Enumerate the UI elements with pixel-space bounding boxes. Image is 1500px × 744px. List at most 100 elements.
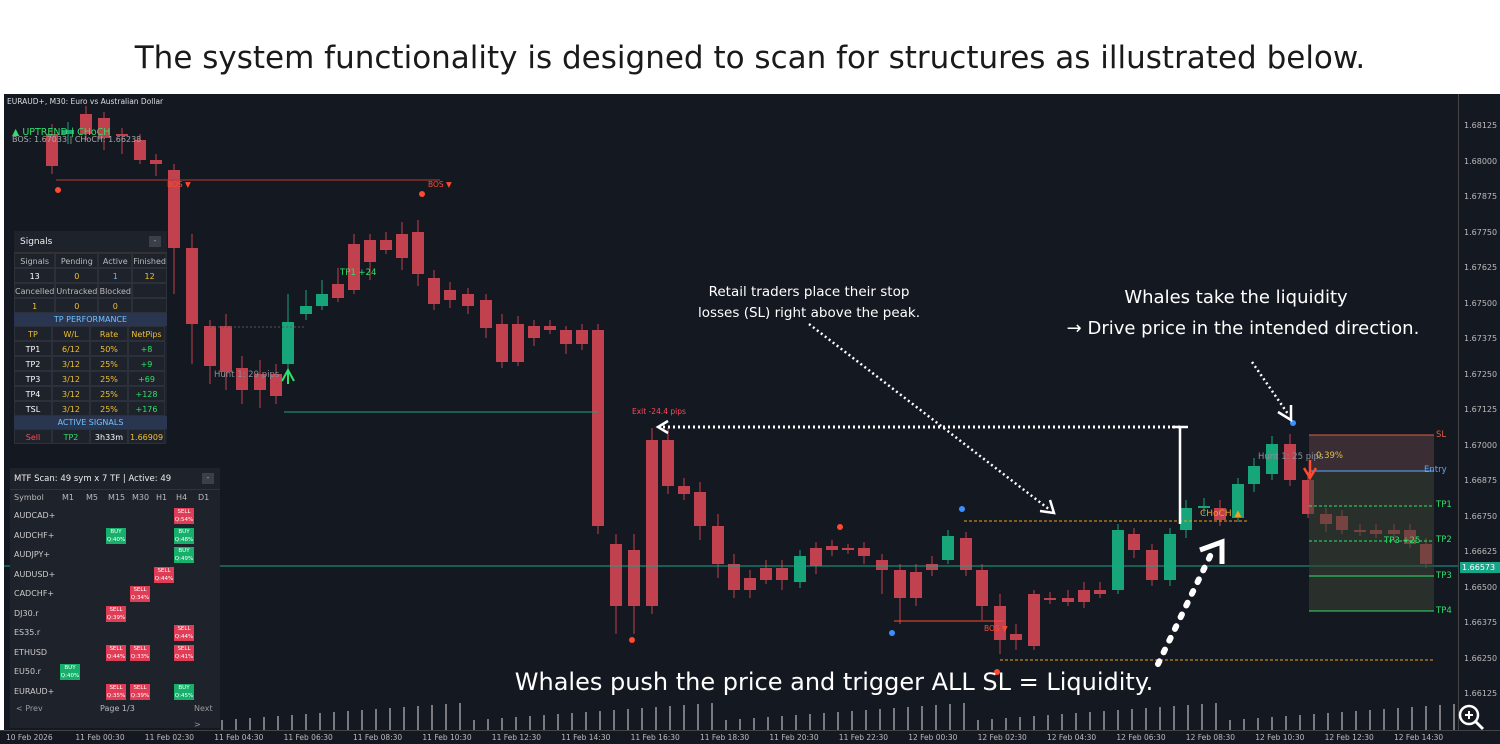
y-tick-label: 1.67000 <box>1464 440 1498 450</box>
signals-minimize-button[interactable]: - <box>149 236 161 247</box>
bos-label-3: BOS ▼ <box>984 624 1008 633</box>
mtf-row[interactable]: EURAUD+ SELL Q:35% SELL Q:39% BUY Q:45% <box>10 682 220 702</box>
x-tick-label: 12 Feb 10:30 <box>1255 733 1305 742</box>
tp-performance-grid: TP W/L Rate NetPips TP1 6/12 50% +8 TP2 3/12 25% +9… <box>14 326 167 416</box>
signal-badge[interactable]: BUY Q:40% <box>60 664 80 680</box>
x-tick-label: 11 Feb 12:30 <box>491 733 542 742</box>
mtf-header-cell: M1 <box>62 493 74 502</box>
candle-body <box>794 556 806 582</box>
mtf-row[interactable]: AUDCAD+ SELL Q:54% <box>10 506 220 526</box>
mtf-header-row: Symbol M1 M5 M15 M30 H1 H4 D1 <box>10 490 220 506</box>
candle-body <box>760 568 772 580</box>
mtf-symbol: EU50.r <box>14 667 41 676</box>
candle-body <box>544 326 556 330</box>
table-cell: Finished <box>132 253 167 268</box>
candle-body <box>236 368 248 390</box>
y-tick-label: 1.67625 <box>1464 263 1498 272</box>
x-tick-label: 10 Feb 2026 <box>6 733 53 742</box>
y-tick-label: 1.67750 <box>1464 227 1498 237</box>
candle-body <box>134 140 146 160</box>
candle-body <box>428 278 440 304</box>
signal-badge[interactable]: BUY Q:45% <box>174 683 194 700</box>
mtf-minimize-button[interactable]: - <box>202 473 214 484</box>
table-cell: 3h33m <box>90 429 128 444</box>
table-cell: +69 <box>128 371 165 386</box>
candle-body <box>80 114 92 134</box>
mtf-row[interactable]: AUDJPY+ BUY Q:49% <box>10 545 220 565</box>
mtf-row[interactable]: CADCHF+ SELL Q:34% <box>10 584 220 604</box>
candle-body <box>728 564 740 590</box>
candle-body <box>894 570 906 598</box>
arrowhead <box>1199 538 1225 564</box>
y-tick-label: 1.66625 <box>1464 547 1498 556</box>
whales-take-annotation-2: → Drive price in the intended direction. <box>1066 318 1420 339</box>
candle-body <box>926 564 938 570</box>
swing-point <box>994 669 1000 675</box>
table-cell: 0 <box>55 268 99 283</box>
swing-point <box>837 524 843 530</box>
table-cell: Rate <box>90 326 128 341</box>
mtf-header-cell: M15 <box>108 493 126 502</box>
candle-body <box>1010 634 1022 640</box>
table-cell: 50% <box>90 341 128 356</box>
signal-badge[interactable]: SELL Q:34% <box>130 586 150 602</box>
arrowhead <box>1277 405 1293 423</box>
swing-point <box>419 191 425 197</box>
signal-badge[interactable]: BUY Q:49% <box>174 547 194 563</box>
table-cell: TSL <box>14 401 52 416</box>
mtf-row[interactable]: AUDUSD+ SELL Q:44% <box>10 565 220 585</box>
candle-body <box>116 134 128 136</box>
candle-body <box>662 440 674 486</box>
mtf-symbol: AUDJPY+ <box>14 550 51 559</box>
signal-badge[interactable]: SELL Q:44% <box>106 644 126 661</box>
signal-badge[interactable]: SELL Q:39% <box>106 605 126 622</box>
candle-body <box>842 548 854 550</box>
mtf-symbol: EURAUD+ <box>14 686 55 696</box>
candle-body <box>858 548 870 556</box>
signal-badge[interactable]: SELL Q:54% <box>174 508 194 524</box>
signal-badge[interactable]: BUY Q:40% <box>106 527 126 544</box>
mtf-row[interactable]: EU50.r BUY Q:40% <box>10 662 220 682</box>
y-tick-label: 1.68125 <box>1464 121 1498 130</box>
mtf-symbol: ETHUSD <box>14 647 48 657</box>
price-chart[interactable]: EURAUD+, M30: Euro vs Australian Dollar … <box>4 94 1458 730</box>
magnifier-zoom-icon[interactable] <box>1456 702 1486 732</box>
signal-badge[interactable]: SELL Q:44% <box>174 625 194 641</box>
symbol-info: EURAUD+, M30: Euro vs Australian Dollar <box>7 97 164 106</box>
mtf-row[interactable]: DJ30.r SELL Q:39% <box>10 604 220 624</box>
x-tick-label: 12 Feb 00:30 <box>908 733 958 742</box>
mtf-row[interactable]: AUDCHF+ BUY Q:40% BUY Q:48% <box>10 526 220 546</box>
signal-badge[interactable]: BUY Q:48% <box>174 527 194 544</box>
bos-label-2: BOS ▼ <box>428 180 452 189</box>
signal-badge[interactable]: SELL Q:41% <box>174 644 194 661</box>
y-tick-label: 1.68000 <box>1464 156 1498 166</box>
signal-badge[interactable]: SELL Q:33% <box>130 644 150 661</box>
table-cell: TP2 <box>14 356 52 371</box>
swing-point <box>629 637 635 643</box>
level-tp2: TP2 <box>1436 535 1452 545</box>
level-tp4: TP4 <box>1436 606 1452 616</box>
table-cell: Pending <box>55 253 99 268</box>
signals-title: Signals - <box>14 231 167 253</box>
next-page-button[interactable]: Next > <box>194 704 213 729</box>
y-tick-label: 1.66125 <box>1464 689 1498 698</box>
table-cell: TP <box>14 326 52 341</box>
signal-badge[interactable]: SELL Q:35% <box>106 683 126 700</box>
whales-push-annotation: Whales push the price and trigger ALL SL… <box>514 668 1154 696</box>
mtf-row[interactable]: ETHUSD SELL Q:44% SELL Q:33% SELL Q:41% <box>10 643 220 663</box>
candle-body <box>560 330 572 344</box>
signal-badge[interactable]: SELL Q:44% <box>154 566 174 583</box>
candle-body <box>1028 594 1040 646</box>
y-tick-label: 1.66250 <box>1464 653 1498 663</box>
mtf-row[interactable]: ES35.r SELL Q:44% <box>10 623 220 643</box>
prev-page-button[interactable]: < Prev <box>16 704 43 713</box>
y-tick-label: 1.66500 <box>1464 582 1498 592</box>
mtf-footer: < Prev Page 1/3 Next > <box>10 701 220 729</box>
signal-badge[interactable]: SELL Q:39% <box>130 683 150 700</box>
y-tick-label: 1.66875 <box>1464 476 1498 485</box>
sl-zone <box>1309 435 1434 471</box>
dotted-arrow-line <box>1250 361 1290 415</box>
candle-body <box>512 324 524 362</box>
level-tp1: TP1 <box>1436 500 1452 510</box>
swing-point <box>889 630 895 636</box>
